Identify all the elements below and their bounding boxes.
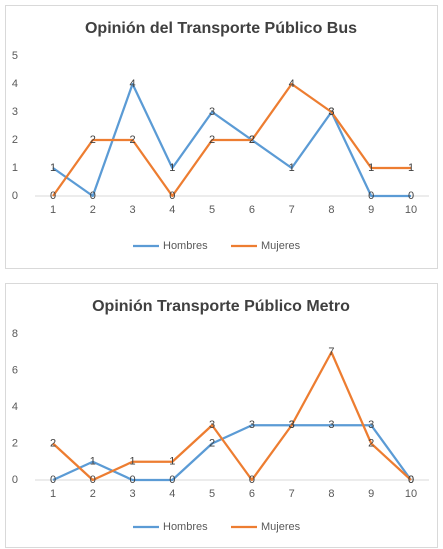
y-tick-label: 3	[12, 106, 18, 118]
x-tick-label: 9	[368, 204, 374, 216]
data-label: 2	[209, 437, 215, 449]
series-line	[52, 82, 411, 198]
chart: Opinión Transporte Público Metro 0 2 4 6 8 1 2 3…	[5, 283, 438, 548]
data-label: 0	[368, 190, 374, 202]
x-tick-label: 1	[50, 488, 56, 500]
data-label: 0	[50, 474, 56, 486]
x-tick-label: 8	[328, 204, 334, 216]
data-label: 1	[368, 162, 374, 174]
data-label: 2	[50, 437, 56, 449]
data-label: 3	[328, 106, 334, 118]
y-tick-label: 0	[12, 474, 18, 486]
chart: Opinión del Transporte Público Bus 0 1 2 3 4 5…	[5, 5, 438, 269]
x-tick-label: 2	[90, 204, 96, 216]
y-tick-label: 0	[12, 190, 18, 202]
y-tick-label: 1	[12, 162, 18, 174]
x-tick-label: 2	[90, 488, 96, 500]
x-tick-label: 7	[289, 488, 295, 500]
data-label: 2	[209, 134, 215, 146]
data-label: 0	[129, 474, 135, 486]
data-label: 7	[328, 346, 334, 358]
x-tick-label: 4	[169, 488, 175, 500]
data-label: 1	[289, 162, 295, 174]
data-label: 1	[129, 456, 135, 468]
data-label: 4	[129, 78, 135, 90]
x-tick-label: 5	[209, 204, 215, 216]
data-label: 3	[328, 106, 334, 118]
y-tick-label: 8	[12, 328, 18, 340]
y-tick-label: 5	[12, 50, 18, 62]
data-label: 0	[408, 474, 414, 486]
x-tick-label: 10	[405, 488, 417, 500]
y-tick-label: 2	[12, 134, 18, 146]
legend-label: Mujeres	[261, 521, 301, 533]
data-label: 4	[289, 78, 295, 90]
y-tick-label: 6	[12, 364, 18, 376]
x-tick-label: 9	[368, 488, 374, 500]
y-tick-label: 4	[12, 401, 18, 413]
x-tick-label: 6	[249, 488, 255, 500]
data-label: 3	[209, 419, 215, 431]
data-label: 0	[90, 474, 96, 486]
x-tick-label: 6	[249, 204, 255, 216]
data-label: 0	[169, 190, 175, 202]
x-tick-label: 10	[405, 204, 417, 216]
legend-label: Hombres	[163, 521, 208, 533]
data-label: 3	[368, 419, 374, 431]
data-label: 0	[169, 474, 175, 486]
chart-title: Opinión del Transporte Público Bus	[85, 20, 357, 37]
y-tick-label: 2	[12, 437, 18, 449]
data-label: 2	[249, 134, 255, 146]
x-tick-label: 3	[129, 204, 135, 216]
data-label: 0	[408, 190, 414, 202]
x-tick-label: 8	[328, 488, 334, 500]
y-tick-label: 4	[12, 78, 18, 90]
x-tick-label: 1	[50, 204, 56, 216]
chart-border	[5, 283, 438, 548]
x-tick-label: 7	[289, 204, 295, 216]
data-label: 1	[169, 456, 175, 468]
data-label: 0	[408, 474, 414, 486]
data-label: 1	[169, 162, 175, 174]
data-label: 3	[289, 419, 295, 431]
chart-title: Opinión Transporte Público Metro	[92, 298, 350, 315]
data-label: 2	[368, 437, 374, 449]
data-label: 2	[249, 134, 255, 146]
data-label: 0	[249, 474, 255, 486]
x-tick-label: 4	[169, 204, 175, 216]
data-label: 1	[408, 162, 414, 174]
chart-border	[5, 5, 438, 269]
legend-label: Hombres	[163, 240, 208, 252]
x-tick-label: 5	[209, 488, 215, 500]
data-label: 3	[209, 106, 215, 118]
data-label: 0	[50, 190, 56, 202]
data-label: 1	[90, 456, 96, 468]
series-line	[52, 351, 412, 482]
x-tick-label: 3	[129, 488, 135, 500]
legend-label: Mujeres	[261, 240, 301, 252]
data-label: 3	[328, 419, 334, 431]
data-label: 2	[129, 134, 135, 146]
data-label: 3	[249, 419, 255, 431]
data-label: 0	[90, 190, 96, 202]
data-label: 1	[50, 162, 56, 174]
data-label: 2	[90, 134, 96, 146]
data-label: 3	[289, 419, 295, 431]
